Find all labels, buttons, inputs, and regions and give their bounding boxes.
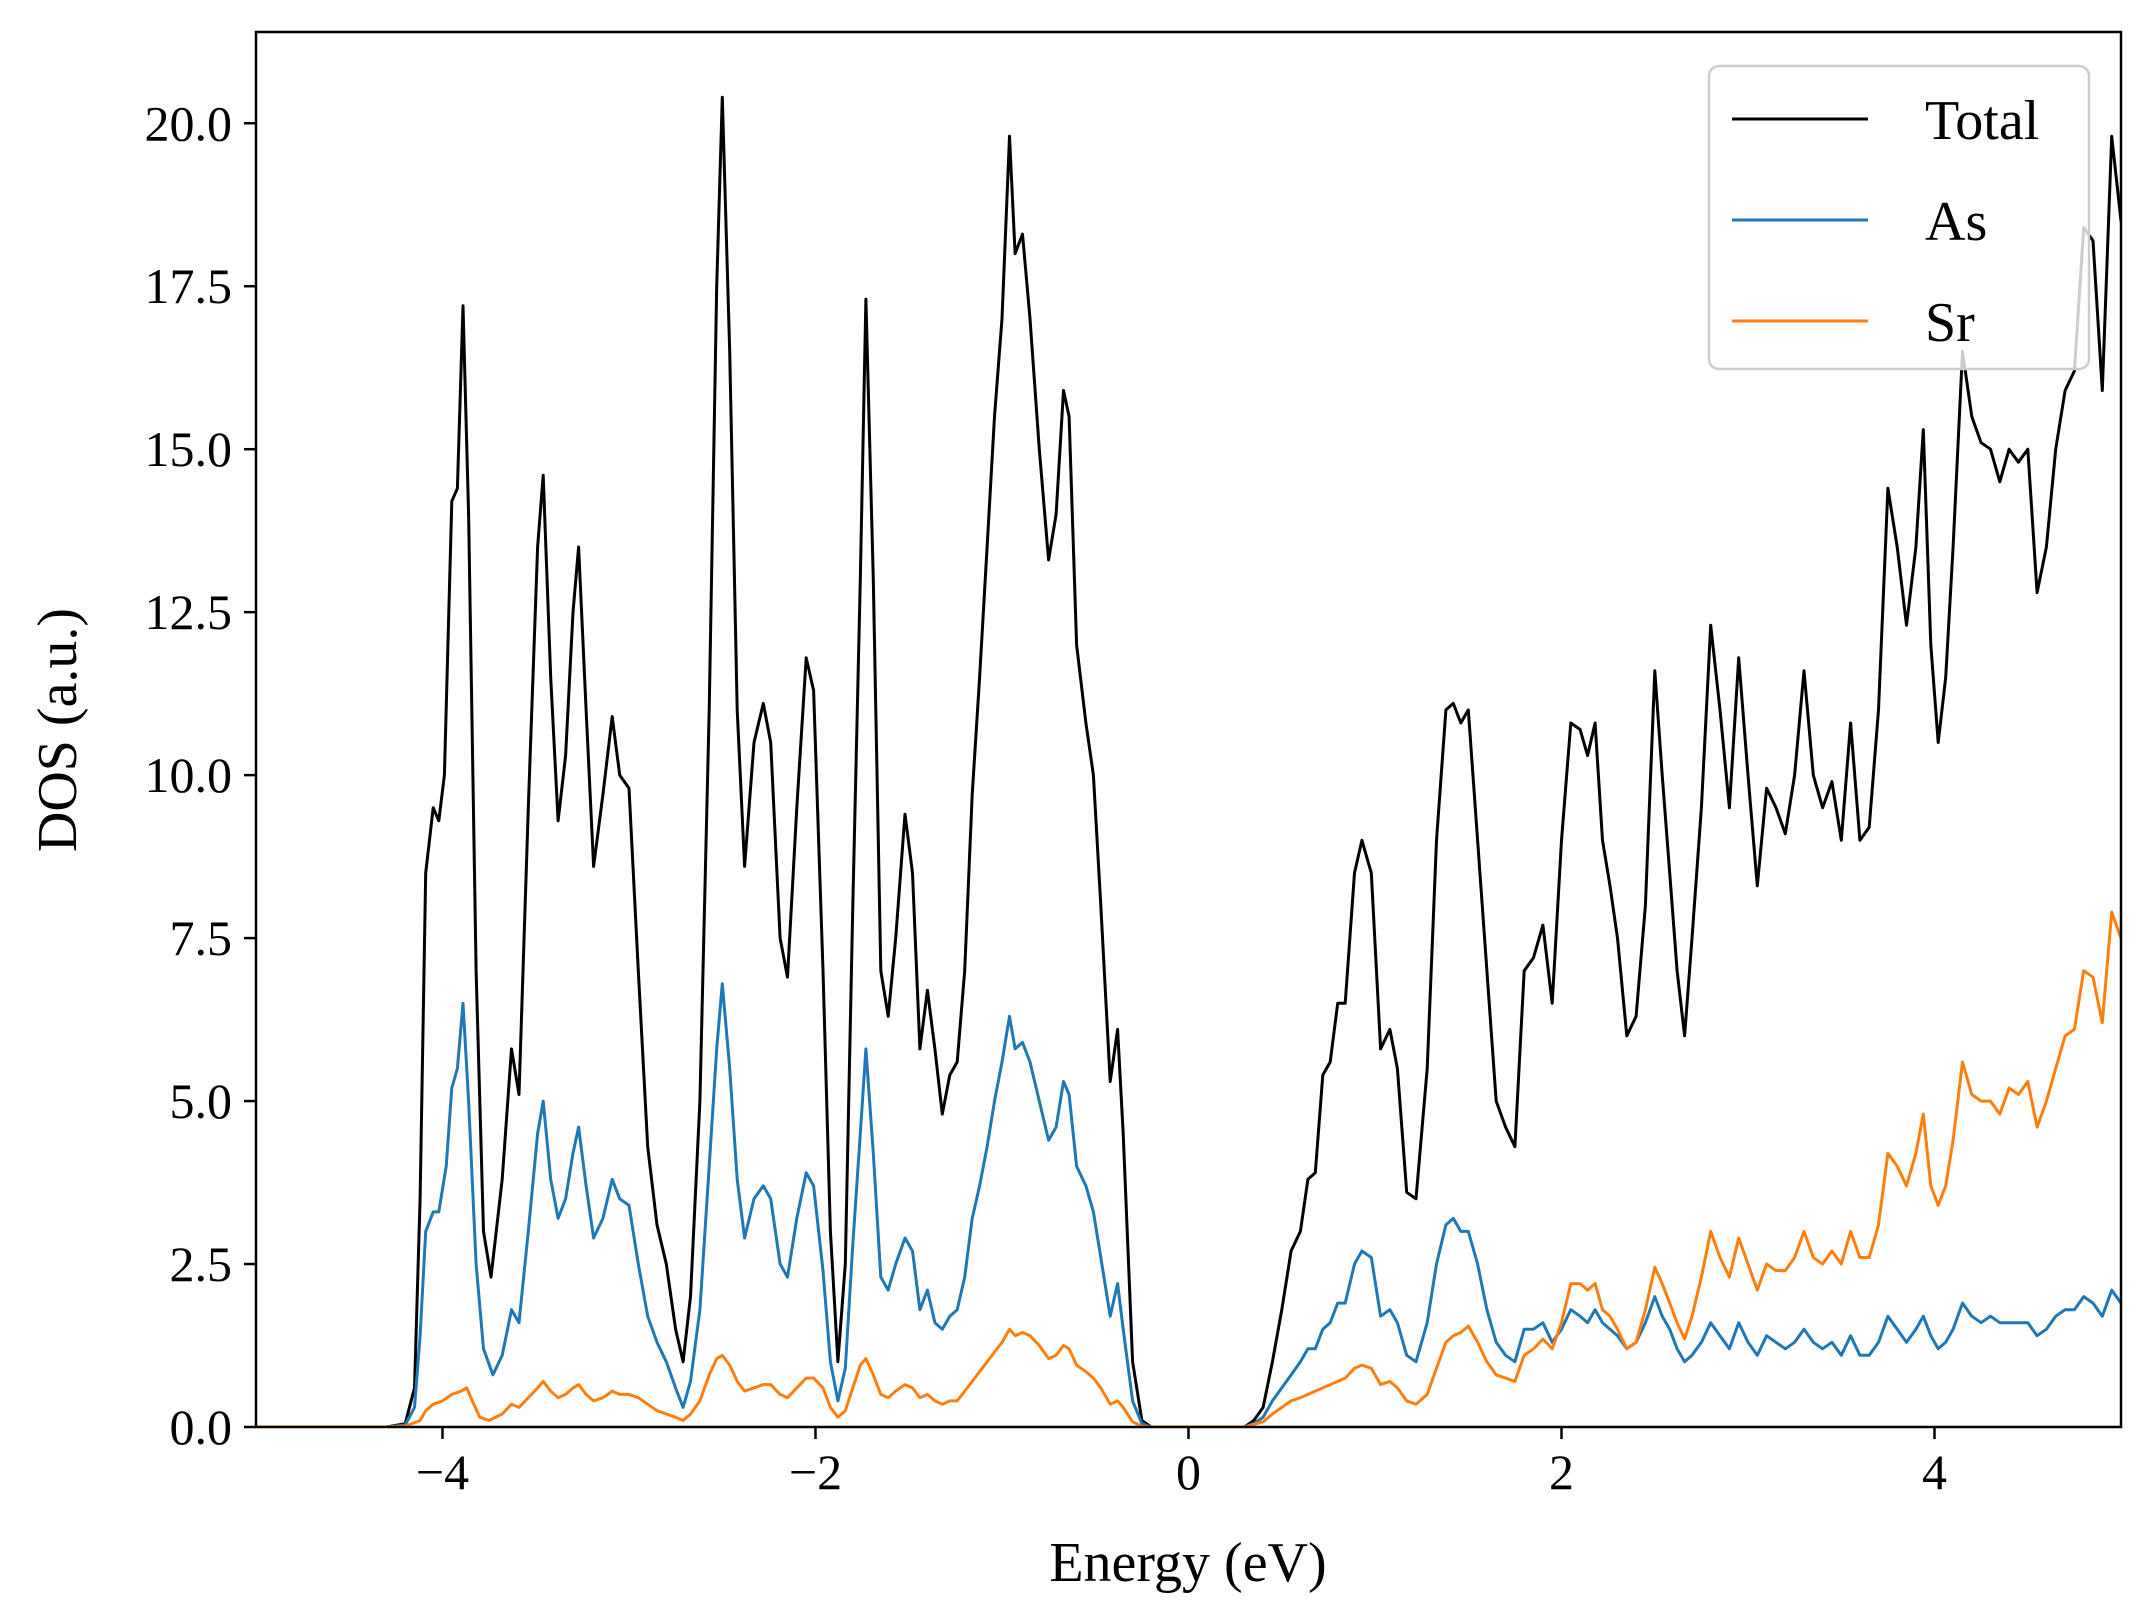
y-tick-label: 5.0 (170, 1073, 233, 1129)
y-tick-label: 15.0 (145, 421, 233, 477)
legend-label-sr: Sr (1925, 292, 1975, 354)
y-tick-label: 7.5 (170, 910, 233, 966)
y-tick-label: 20.0 (145, 95, 233, 151)
x-axis: −4 −2 0 2 4 (416, 1427, 1947, 1500)
x-tick-label: −2 (789, 1444, 842, 1500)
series-layer (256, 95, 2121, 1427)
legend: Total As Sr (1707, 64, 2091, 371)
series-line-sr (256, 910, 2121, 1427)
y-axis: 0.0 2.5 5.0 7.5 10.0 12.5 15.0 17.5 20.0 (145, 95, 256, 1455)
y-axis-title: DOS (a.u.) (27, 608, 89, 852)
y-tick-label: 12.5 (145, 584, 233, 640)
y-tick-label: 0.0 (170, 1399, 233, 1455)
x-tick-label: 0 (1176, 1444, 1201, 1500)
y-tick-label: 10.0 (145, 747, 233, 803)
x-tick-label: 4 (1922, 1444, 1947, 1500)
legend-frame (1707, 64, 2091, 371)
x-tick-label: −4 (416, 1444, 469, 1500)
x-axis-title: Energy (eV) (1049, 1532, 1326, 1594)
y-tick-label: 17.5 (145, 258, 233, 314)
legend-label-total: Total (1925, 90, 2039, 152)
y-tick-label: 2.5 (170, 1236, 233, 1292)
legend-label-as: As (1925, 191, 1987, 253)
x-tick-label: 2 (1549, 1444, 1574, 1500)
series-line-as (256, 982, 2121, 1427)
series-line-total (256, 95, 2121, 1427)
